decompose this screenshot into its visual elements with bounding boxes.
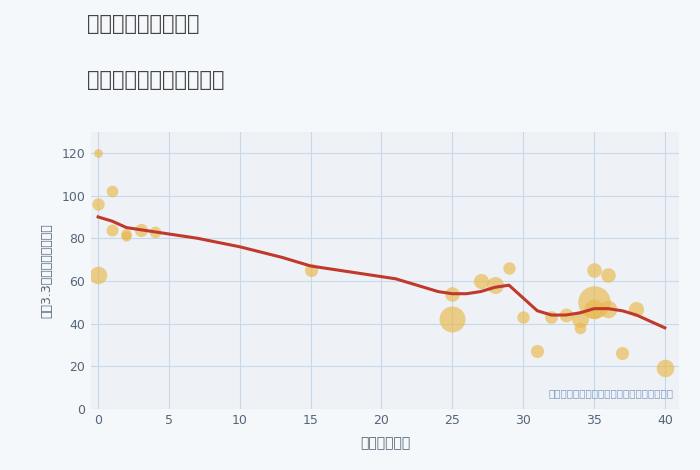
Point bbox=[106, 188, 118, 195]
Point bbox=[305, 266, 316, 274]
Text: 築年数別中古戸建て価格: 築年数別中古戸建て価格 bbox=[88, 70, 225, 91]
Point bbox=[92, 149, 104, 157]
Point bbox=[92, 200, 104, 208]
Point bbox=[447, 290, 458, 298]
Point bbox=[517, 313, 528, 321]
Point bbox=[603, 305, 614, 313]
Point bbox=[560, 311, 571, 319]
Point bbox=[149, 228, 160, 235]
Point bbox=[589, 305, 600, 313]
Point bbox=[121, 232, 132, 240]
Point bbox=[489, 282, 500, 289]
Y-axis label: 坪（3.3㎡）単価（万円）: 坪（3.3㎡）単価（万円） bbox=[40, 223, 53, 318]
Point bbox=[603, 271, 614, 278]
Point bbox=[92, 271, 104, 278]
Point bbox=[574, 315, 585, 323]
Text: 兵庫県川西市鴬台の: 兵庫県川西市鴬台の bbox=[88, 14, 200, 34]
Point bbox=[617, 350, 628, 357]
Point bbox=[447, 315, 458, 323]
Text: 円の大きさは、取引のあった物件面積を示す: 円の大きさは、取引のあった物件面積を示す bbox=[548, 388, 673, 398]
Point bbox=[574, 324, 585, 332]
Point bbox=[659, 365, 671, 372]
Point bbox=[503, 264, 514, 272]
Point bbox=[589, 266, 600, 274]
Point bbox=[121, 230, 132, 238]
Point bbox=[475, 277, 486, 285]
X-axis label: 築年数（年）: 築年数（年） bbox=[360, 436, 410, 450]
Point bbox=[631, 305, 642, 313]
Point bbox=[135, 226, 146, 234]
Point bbox=[532, 347, 543, 355]
Point bbox=[589, 298, 600, 306]
Point bbox=[106, 226, 118, 234]
Point bbox=[546, 313, 557, 321]
